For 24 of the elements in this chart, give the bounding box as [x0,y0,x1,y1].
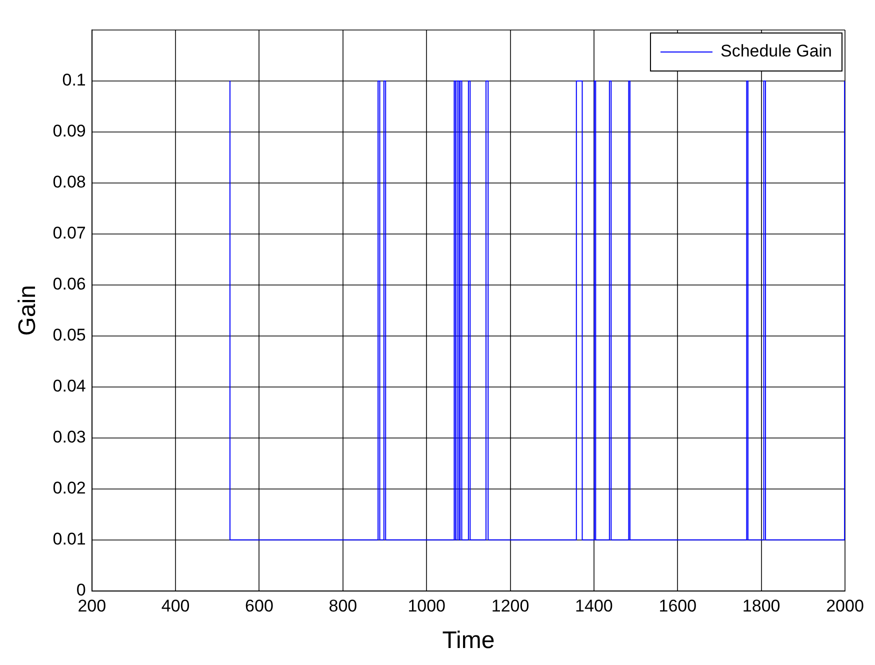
x-tick-label: 1000 [408,596,446,616]
y-tick-label: 0.04 [52,376,86,396]
x-tick-label: 200 [78,596,106,616]
x-tick-label: 600 [245,596,274,616]
x-tick-label: 800 [328,596,358,616]
x-tick-label: 1600 [658,596,697,616]
x-tick-label: 1200 [491,596,530,616]
legend-label: Schedule Gain [720,42,832,61]
x-tick-label: 2000 [826,596,864,616]
x-tick-label: 1400 [575,596,613,616]
y-tick-label: 0.1 [62,70,86,90]
y-tick-label: 0.08 [52,172,86,192]
y-tick-label: 0.03 [52,428,86,447]
y-tick-label: 0.01 [52,530,86,549]
x-axis-title: Time [442,627,495,654]
y-axis-title: Gain [14,285,42,336]
x-tick-label: 400 [161,596,190,616]
y-tick-label: 0 [76,580,86,600]
x-tick-label: 1800 [742,596,780,616]
y-tick-label: 0.06 [52,274,86,294]
y-tick-label: 0.09 [52,122,86,141]
y-tick-label: 0.02 [52,478,86,498]
y-tick-label: 0.05 [52,326,86,345]
y-tick-label: 0.07 [52,224,86,243]
